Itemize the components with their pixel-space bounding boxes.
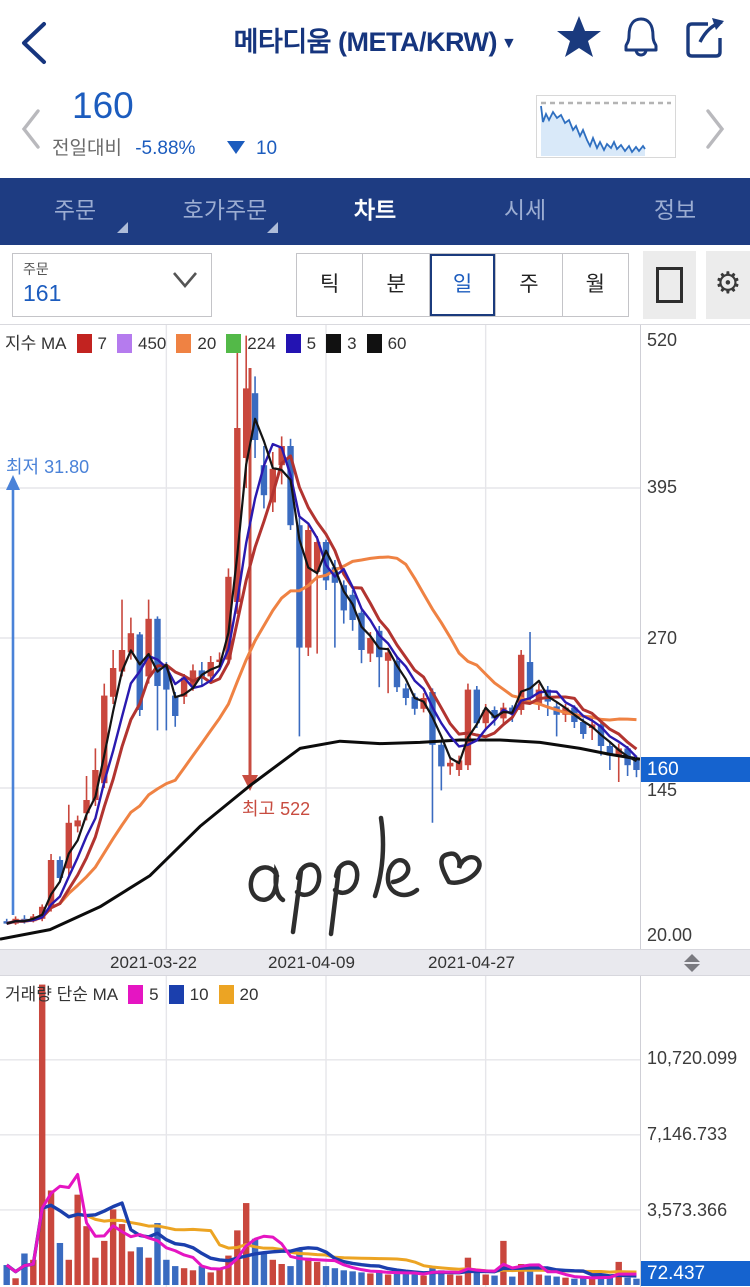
change-label: 전일대비 [52, 138, 122, 159]
tab-chart[interactable]: 차트 [353, 197, 397, 223]
volume-chart[interactable] [0, 976, 640, 1287]
price-summary: 160 전일대비 -5.88% 10 [0, 85, 750, 178]
tab-order[interactable]: 주문 [0, 178, 150, 245]
chart-controls: 주문 161 틱 분 일 주 월 ⚙ [0, 245, 750, 325]
ma3-swatch-icon [326, 334, 342, 353]
price-chart-legend: 지수 MA 7 450 20 224 5 3 60 [5, 334, 407, 353]
change-percent: -5.88% [135, 138, 196, 159]
down-triangle-icon [226, 141, 245, 154]
legend-title: 거래량 단순 MA [5, 985, 119, 1004]
order-dropdown-value: 161 [23, 280, 62, 306]
price-tick: 20.00 [647, 925, 693, 945]
period-minute-button[interactable]: 분 [363, 254, 430, 316]
chart-settings-button[interactable]: ⚙ [706, 251, 750, 319]
volume-tick: 3,573.366 [647, 1200, 728, 1220]
ma20-swatch-icon [176, 334, 192, 353]
main-nav: 주문 호가주문 차트 시세 정보 [0, 178, 750, 245]
tab-orderbook-order[interactable]: 호가주문 [150, 178, 300, 245]
submenu-triangle-icon [117, 222, 128, 233]
panel-resize-icon[interactable] [684, 954, 700, 972]
submenu-triangle-icon [267, 222, 278, 233]
rectangle-icon [656, 267, 683, 303]
page-title[interactable]: 메타디움 (META/KRW) ▼ [0, 20, 750, 59]
high-price-annotation: 최고 522 [242, 799, 311, 819]
current-volume-badge: 72.437 [641, 1261, 750, 1286]
fullscreen-button[interactable] [643, 251, 696, 319]
volume-chart-legend: 거래량 단순 MA 5 10 20 [5, 985, 259, 1004]
prev-market-icon[interactable] [18, 107, 44, 151]
app-header: 메타디움 (META/KRW) ▼ [0, 0, 750, 85]
price-tick: 395 [647, 477, 678, 497]
price-tick: 270 [647, 628, 678, 648]
mini-sparkline[interactable] [536, 95, 676, 158]
tab-quotes[interactable]: 시세 [503, 197, 547, 223]
ma60-swatch-icon [366, 334, 382, 353]
alert-bell-icon[interactable] [618, 12, 664, 62]
market-name: 메타디움 (META/KRW) [233, 27, 498, 57]
price-tick: 145 [647, 780, 678, 800]
date-tick: 2021-04-27 [428, 953, 515, 972]
sparkline-line [540, 105, 646, 154]
next-market-icon[interactable] [702, 107, 728, 151]
change-value: 10 [255, 138, 278, 159]
period-day-button[interactable]: 일 [430, 254, 497, 316]
price-axis: 520 395 270 145 20.00 160 [640, 325, 750, 949]
title-caret-icon: ▼ [500, 35, 517, 52]
favorite-star-icon[interactable] [556, 12, 602, 62]
current-price: 160 [72, 85, 134, 126]
legend-title: 지수 MA [5, 334, 67, 353]
volume-tick: 7,146.733 [647, 1124, 728, 1144]
low-price-annotation: 최저 31.80 [6, 457, 90, 477]
sparkline-fill [541, 106, 645, 156]
candlestick-chart[interactable] [0, 325, 640, 949]
date-tick: 2021-04-09 [268, 953, 355, 972]
vol-ma20-swatch-icon [218, 985, 234, 1004]
date-tick: 2021-03-22 [110, 953, 197, 972]
share-icon[interactable] [682, 12, 728, 62]
ma7-swatch-icon [76, 334, 92, 353]
volume-tick: 10,720.099 [647, 1048, 738, 1068]
tab-info[interactable]: 정보 [653, 197, 697, 223]
order-dropdown-label: 주문 [23, 261, 49, 277]
order-dropdown[interactable]: 주문 161 [12, 253, 212, 317]
back-icon[interactable] [14, 18, 54, 68]
ma450-swatch-icon [116, 334, 132, 353]
price-tick: 520 [647, 330, 678, 350]
period-selector: 틱 분 일 주 월 [296, 253, 629, 317]
vol-ma10-swatch-icon [168, 985, 184, 1004]
handwriting-annotation [248, 815, 482, 937]
period-tick-button[interactable]: 틱 [297, 254, 364, 316]
period-month-button[interactable]: 월 [585, 273, 605, 296]
current-price-badge: 160 [641, 757, 750, 782]
date-axis-bar[interactable]: 2021-03-22 2021-04-09 2021-04-27 [0, 949, 750, 976]
chevron-down-icon [173, 272, 197, 289]
volume-chart-panel[interactable]: 거래량 단순 MA 5 10 20 [0, 976, 640, 1287]
ma5-swatch-icon [285, 334, 301, 353]
ma224-swatch-icon [226, 334, 242, 353]
price-chart-panel[interactable]: 지수 MA 7 450 20 224 5 3 60 최저 31.80 최고 522 [0, 325, 640, 949]
period-week-button[interactable]: 주 [496, 254, 563, 316]
volume-axis: 10,720.099 7,146.733 3,573.366 72.437 [640, 976, 750, 1287]
vol-ma5-swatch-icon [128, 985, 144, 1004]
